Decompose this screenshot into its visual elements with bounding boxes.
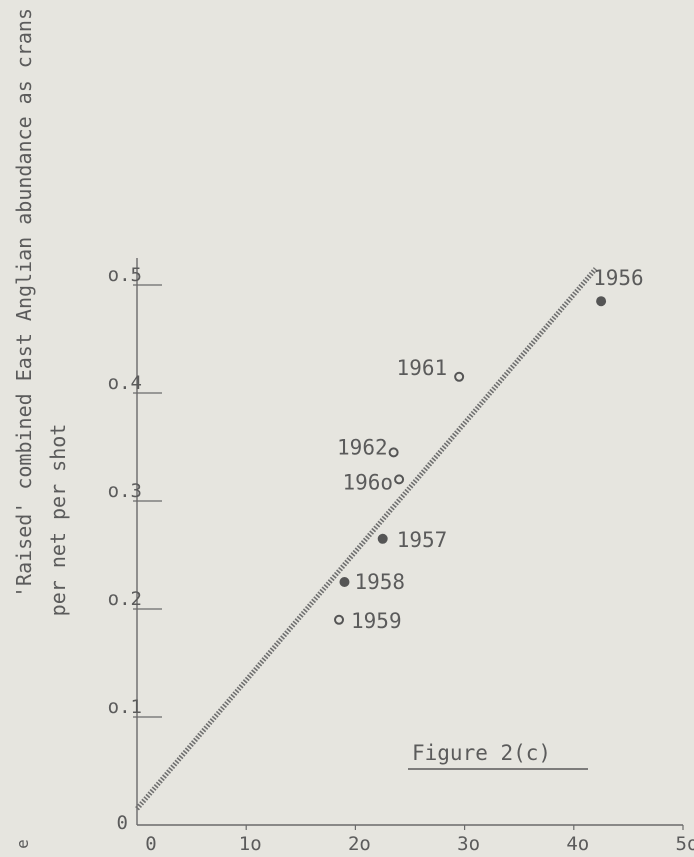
data-point xyxy=(339,577,350,587)
data-point xyxy=(454,371,465,382)
point-label: 1958 xyxy=(354,570,405,594)
data-point xyxy=(394,474,405,485)
y-tick-label: o.4 xyxy=(108,372,142,394)
y-tick-label: o.5 xyxy=(108,264,142,286)
data-point xyxy=(377,533,388,544)
y-axis-label: 'Raised' combined East Anglian abundance… xyxy=(12,8,36,598)
y-tick-label: 0 xyxy=(117,812,128,834)
y-tick-label: o.1 xyxy=(108,696,142,718)
y-tick-label: o.2 xyxy=(108,588,142,610)
y-tick-label: o.3 xyxy=(108,480,142,502)
point-label: 1956 xyxy=(593,266,644,290)
axes: 0 o.1 o.2 o.3 o.4 o.5 0 1o 2o 3o 4o 5o xyxy=(108,258,694,855)
point-label: 1961 xyxy=(397,356,448,380)
text-labels: 1956 1961 1962 196o 1957 1958 1959 'Raised' com… xyxy=(12,8,644,849)
trend-line xyxy=(135,267,598,811)
x-tick-label: 5o xyxy=(676,833,694,855)
data-point xyxy=(596,296,607,307)
trend-line-group xyxy=(135,267,598,811)
figure-label: Figure 2(c) xyxy=(412,741,551,765)
data-point xyxy=(388,447,399,458)
point-label: 1959 xyxy=(351,609,402,633)
margin-mark: e xyxy=(13,839,32,849)
data-points xyxy=(334,296,607,625)
data-point xyxy=(334,614,345,625)
point-label: 1962 xyxy=(337,435,388,459)
x-tick-label: 1o xyxy=(239,833,262,855)
x-tick-label: 4o xyxy=(566,833,589,855)
y-axis-label-line2: per net per shot xyxy=(46,424,70,617)
point-label: 196o xyxy=(343,470,394,494)
x-tick-label: 0 xyxy=(145,833,156,855)
x-tick-label: 3o xyxy=(457,833,480,855)
point-label: 1957 xyxy=(397,528,448,552)
x-tick-label: 2o xyxy=(348,833,371,855)
